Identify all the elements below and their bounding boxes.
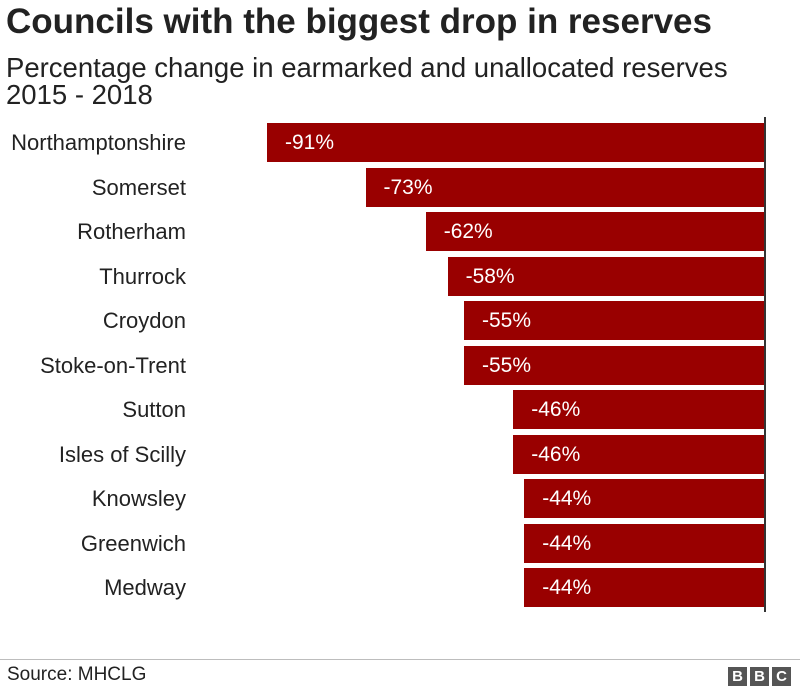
category-label-croydon: Croydon [102, 308, 186, 333]
value-label-isles-of-scilly: -46% [531, 442, 581, 466]
value-label-medway: -44% [542, 576, 592, 599]
bbc-logo-letter: B [750, 667, 769, 686]
source-note: Source: MHCLG [7, 664, 147, 685]
category-label-rotherham: Rotherham [77, 219, 186, 244]
value-label-rotherham: -62% [443, 220, 493, 243]
bar-thurrock: -58% [447, 256, 765, 296]
value-label-croydon: -55% [482, 309, 532, 332]
bar-knowsley: -44% [524, 479, 765, 518]
bbc-logo-letter: B [728, 667, 747, 686]
category-label-knowsley: Knowsley [91, 486, 186, 511]
bar-sutton: -46% [513, 390, 765, 429]
value-label-northamptonshire: -91% [285, 131, 335, 154]
chart-subtitle-line: 2015 - 2018 [6, 79, 153, 110]
value-label-somerset: -73% [383, 175, 433, 199]
value-label-greenwich: -44% [542, 531, 592, 555]
category-label-stoke-on-trent: Stoke-on-Trent [40, 352, 186, 378]
category-label-greenwich: Greenwich [80, 530, 186, 556]
bar-croydon: -55% [464, 301, 765, 340]
bbc-logo-letter: C [772, 667, 791, 686]
category-label-thurrock: Thurrock [99, 263, 186, 289]
category-label-northamptonshire: Northamptonshire [11, 130, 186, 155]
zero-axis-line [764, 117, 766, 612]
chart-subtitle: Percentage change in earmarked and unall… [6, 52, 728, 110]
category-label-isles-of-scilly: Isles of Scilly [58, 441, 186, 467]
footer-divider [0, 659, 800, 660]
value-label-sutton: -46% [531, 398, 581, 421]
category-label-medway: Medway [104, 575, 186, 600]
value-label-stoke-on-trent: -55% [482, 353, 532, 377]
category-label-sutton: Sutton [122, 397, 186, 422]
bar-greenwich: -44% [524, 523, 765, 563]
category-label-somerset: Somerset [91, 174, 186, 200]
bar-somerset: -73% [365, 167, 765, 207]
bar-stoke-on-trent: -55% [464, 345, 765, 385]
value-label-thurrock: -58% [465, 264, 515, 288]
value-label-knowsley: -44% [542, 487, 592, 510]
bar-medway: -44% [524, 568, 765, 607]
bar-northamptonshire: -91% [267, 123, 765, 162]
bbc-logo: B B C [728, 667, 791, 686]
chart-subtitle-line: Percentage change in earmarked and unall… [6, 52, 728, 83]
bar-rotherham: -62% [425, 212, 765, 251]
chart-title: Councils with the biggest drop in reserv… [6, 2, 712, 41]
bar-isles-of-scilly: -46% [513, 434, 765, 474]
